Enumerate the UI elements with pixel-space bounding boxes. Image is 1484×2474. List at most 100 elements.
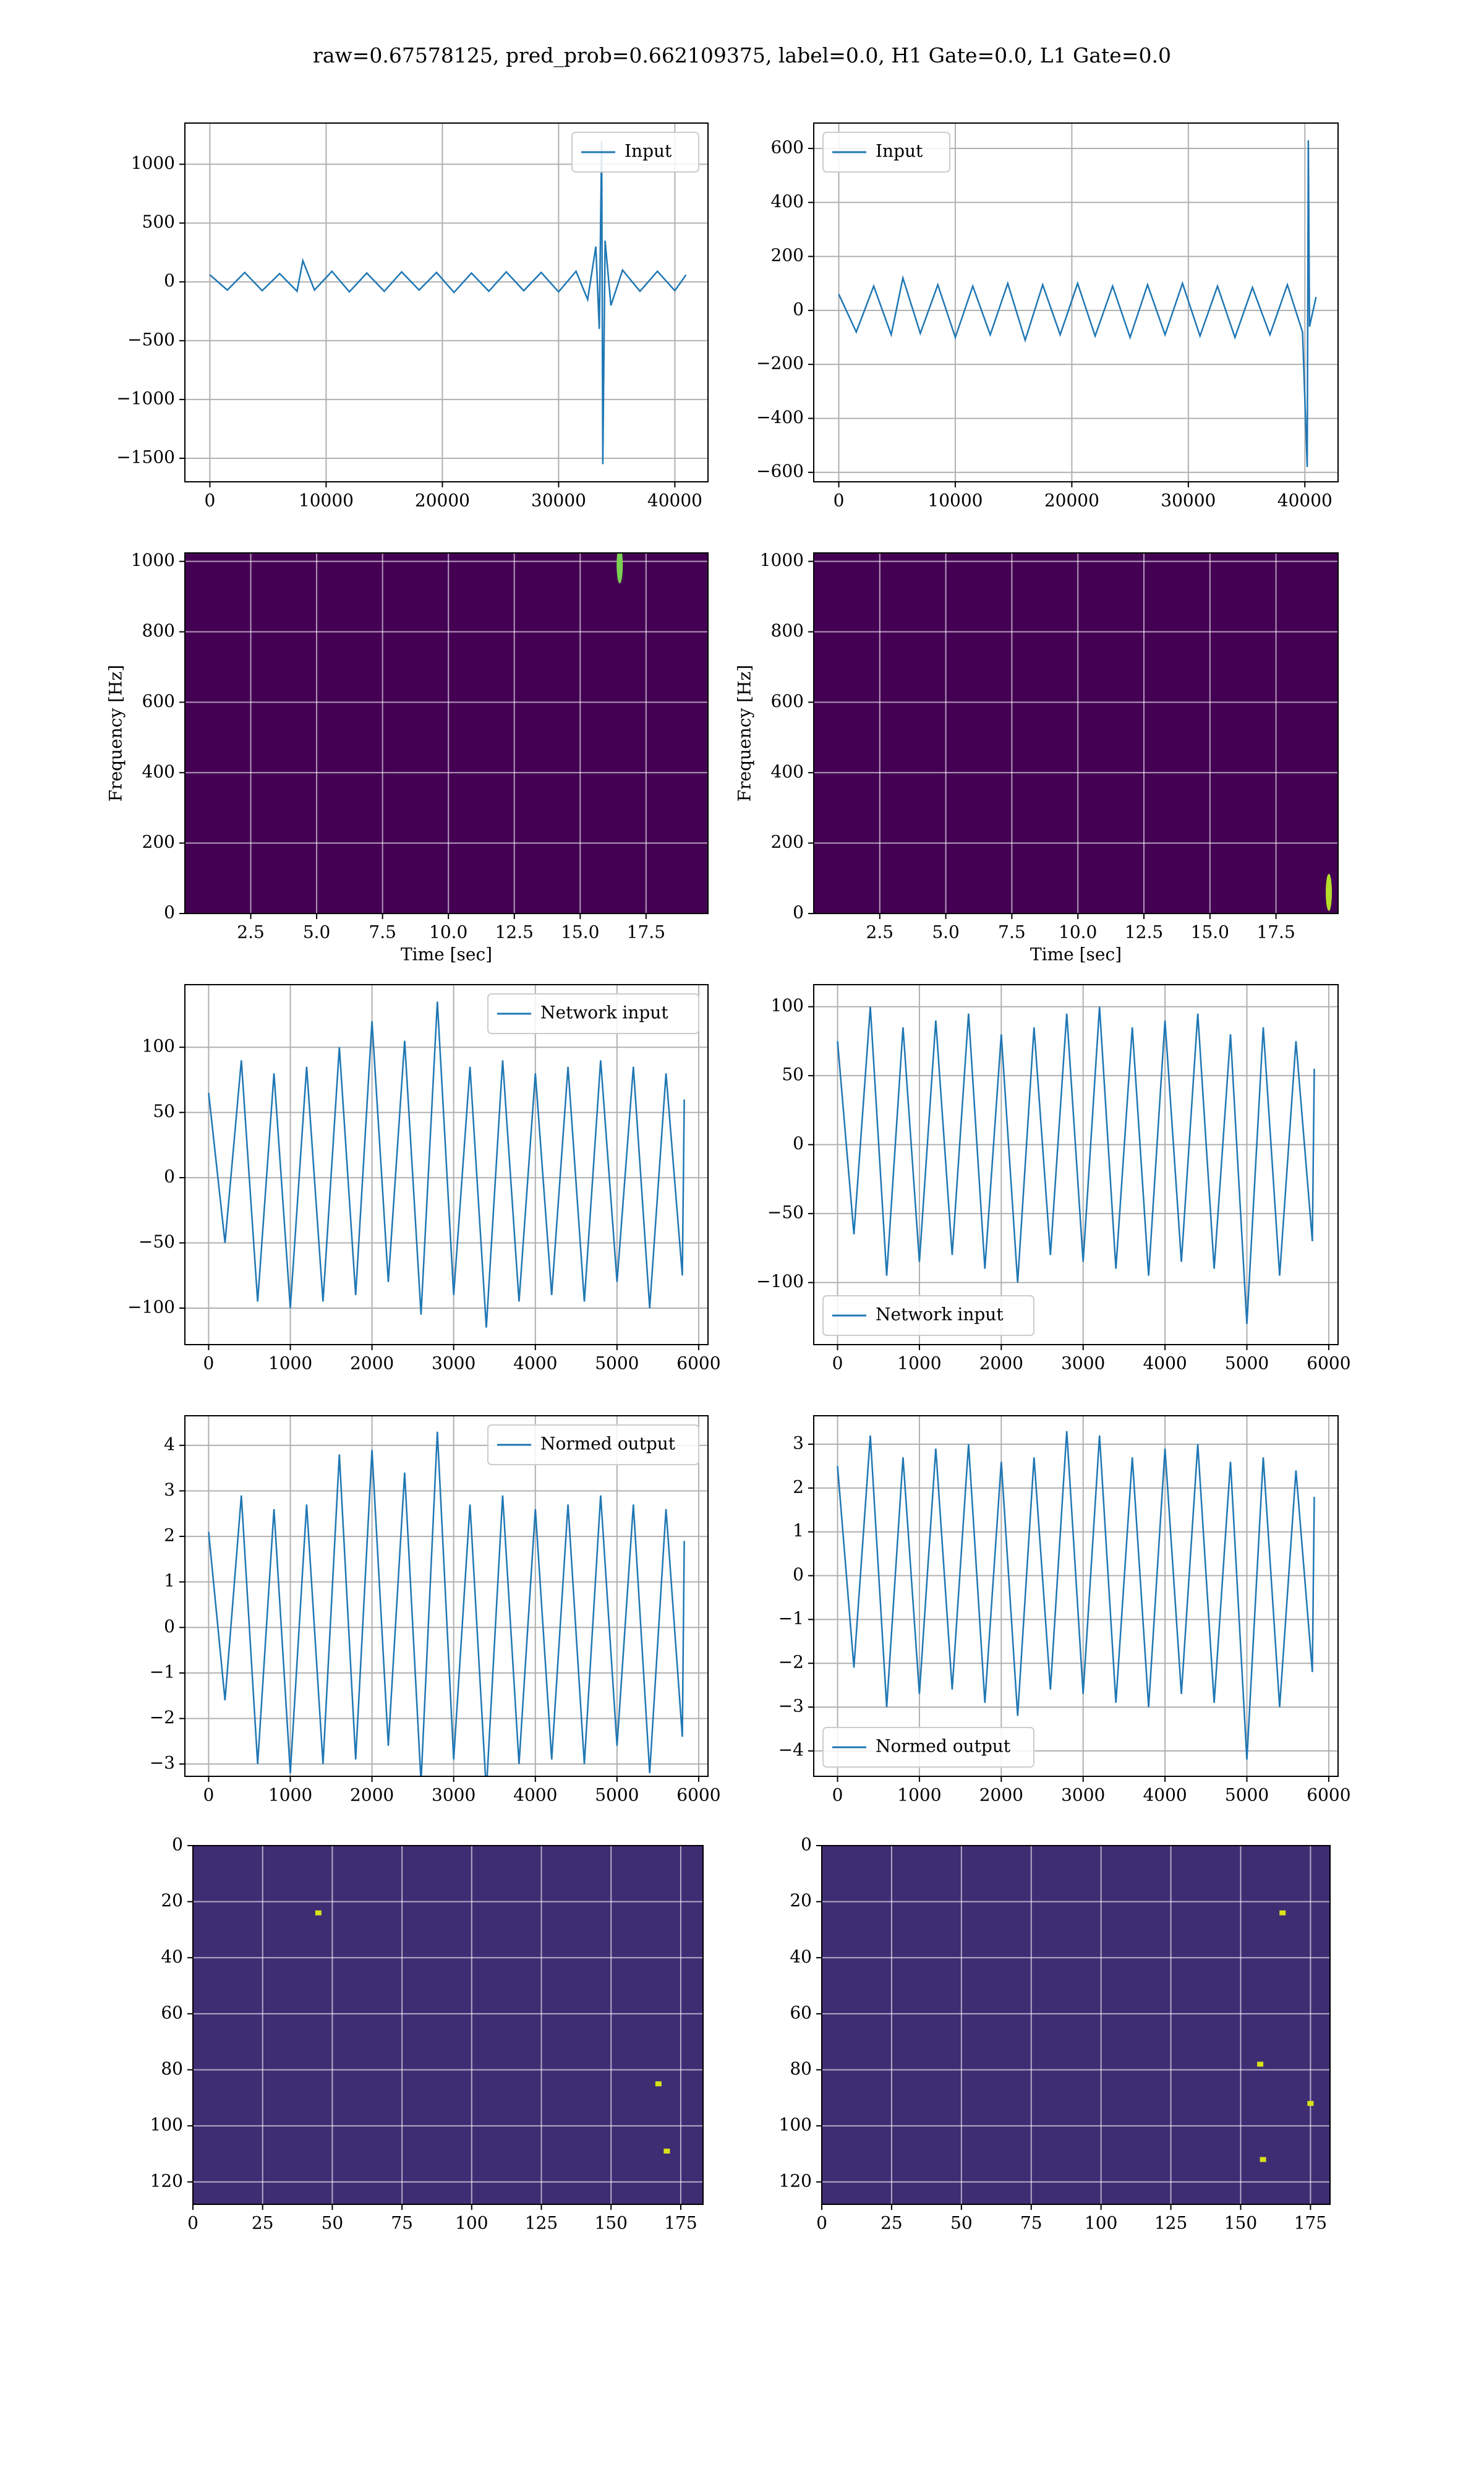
x-tick-label: 25 [252, 2213, 274, 2233]
x-tick-label: 5.0 [932, 922, 960, 943]
y-tick-label: −3 [778, 1696, 804, 1716]
subplot: 0 25 50 75 100 125 150 175 0 20 40 60 80 100 120 [779, 1834, 1331, 2233]
bright-spot [1257, 2061, 1264, 2067]
y-tick-label: 80 [790, 2058, 812, 2079]
y-tick-label: 100 [771, 995, 804, 1016]
bright-spot [616, 553, 623, 584]
y-tick-label: 0 [793, 902, 804, 923]
legend-box [822, 1727, 1034, 1768]
subplot: 0 1000 2000 3000 4000 5000 6000 −100 −50 0 50 100 Ne… [756, 984, 1351, 1374]
y-tick-label: −4 [778, 1739, 804, 1760]
x-tick-label: 75 [391, 2213, 413, 2233]
x-tick-label: 10.0 [1059, 922, 1097, 943]
bright-spot [1260, 2157, 1266, 2162]
y-tick-label: 600 [142, 691, 175, 711]
y-tick-label: 0 [164, 270, 175, 291]
axes-frame [184, 1415, 709, 1777]
y-tick-label: −1500 [116, 447, 175, 467]
x-tick-label: 40000 [647, 490, 702, 511]
y-tick-label: 600 [771, 137, 804, 158]
y-tick-label: 400 [771, 761, 804, 782]
bright-spot [1326, 873, 1333, 911]
x-tick-label: 1000 [897, 1353, 941, 1374]
x-tick-label: 4000 [1143, 1353, 1187, 1374]
y-tick-label: −500 [127, 329, 175, 349]
x-tick-label: 0 [816, 2213, 827, 2233]
y-tick-label: 200 [771, 832, 804, 852]
x-tick-label: 10000 [299, 490, 354, 511]
legend-label: Normed output [540, 1434, 676, 1454]
y-tick-label: 80 [161, 2058, 183, 2079]
y-tick-label: 2 [793, 1476, 804, 1497]
legend-label: Network input [876, 1304, 1004, 1325]
bright-spot [1307, 2100, 1314, 2106]
subplot: 0 1000 2000 3000 4000 5000 6000 −3 −2 −1 0 1 2 3 4 Norm… [150, 1415, 721, 1805]
x-axis-label: Time [sec] [1030, 944, 1122, 965]
y-tick-label: −100 [756, 1271, 804, 1291]
subplot: 0 10000 20000 30000 40000 −1500 −1000 −500 0 500 1… [116, 122, 709, 511]
x-tick-label: 50 [322, 2213, 344, 2233]
y-tick-label: −1000 [116, 388, 175, 408]
x-tick-label: 2000 [350, 1785, 394, 1805]
x-tick-label: 5.0 [303, 922, 331, 943]
y-tick-label: 60 [161, 2002, 183, 2022]
x-tick-label: 150 [595, 2213, 628, 2233]
legend-label: Normed output [876, 1736, 1011, 1757]
x-tick-label: 2.5 [237, 922, 265, 943]
x-tick-label: 0 [832, 1353, 843, 1374]
subplot: 0 1000 2000 3000 4000 5000 6000 −4 −3 −2 −1 0 1 2 3 Nor… [778, 1415, 1351, 1805]
axes-frame [813, 552, 1339, 914]
axes-frame [821, 1845, 1331, 2205]
y-tick-label: 1000 [131, 153, 175, 173]
y-tick-label: 50 [782, 1064, 804, 1085]
x-tick-label: 5000 [1225, 1785, 1269, 1805]
y-axis-label: Frequency [Hz] [106, 665, 126, 802]
x-tick-label: 1000 [897, 1785, 941, 1805]
y-tick-label: 0 [793, 1564, 804, 1585]
y-tick-label: 200 [142, 832, 175, 852]
y-tick-label: −2 [150, 1707, 175, 1727]
x-tick-label: 0 [203, 1353, 215, 1374]
x-tick-label: 2000 [979, 1785, 1023, 1805]
x-tick-label: 75 [1020, 2213, 1043, 2233]
series-line [837, 1006, 1315, 1324]
legend-box [822, 132, 950, 173]
y-tick-label: 600 [771, 691, 804, 711]
x-tick-label: 25 [881, 2213, 903, 2233]
y-tick-label: 0 [793, 299, 804, 319]
axes-frame [184, 122, 709, 482]
y-tick-label: −400 [756, 407, 804, 427]
image-background [185, 553, 708, 914]
axes-frame [813, 1415, 1339, 1777]
x-tick-label: 20000 [415, 490, 470, 511]
x-tick-label: 20000 [1044, 490, 1099, 511]
x-tick-label: 7.5 [998, 922, 1026, 943]
series-line [209, 140, 687, 464]
y-tick-label: 100 [150, 2115, 183, 2135]
subplot: 2.5 5.0 7.5 10.0 12.5 15.0 17.5 0 200 400 600 800 10… [735, 550, 1339, 965]
x-tick-label: 2.5 [866, 922, 894, 943]
legend-box [487, 993, 699, 1034]
x-tick-label: 1000 [268, 1785, 312, 1805]
x-tick-label: 4000 [513, 1353, 557, 1374]
y-tick-label: 200 [771, 245, 804, 265]
y-tick-label: 40 [161, 1946, 183, 1967]
x-tick-label: 0 [203, 1785, 215, 1805]
x-tick-label: 5000 [1225, 1353, 1269, 1374]
x-tick-label: 30000 [1161, 490, 1216, 511]
figure-title: raw=0.67578125, pred_prob=0.662109375, l… [313, 43, 1171, 68]
x-tick-label: 150 [1224, 2213, 1257, 2233]
x-tick-label: 4000 [513, 1785, 557, 1805]
image-background [193, 1846, 703, 2204]
y-tick-label: −600 [756, 461, 804, 481]
y-tick-label: 0 [172, 1834, 183, 1855]
x-tick-label: 30000 [531, 490, 586, 511]
x-tick-label: 3000 [1061, 1785, 1105, 1805]
series-line [208, 1001, 685, 1328]
y-tick-label: 3 [164, 1479, 175, 1500]
x-tick-label: 3000 [432, 1785, 475, 1805]
x-tick-label: 40000 [1277, 490, 1333, 511]
x-tick-label: 6000 [676, 1353, 720, 1374]
y-tick-label: 800 [142, 620, 175, 641]
y-tick-label: −1 [778, 1608, 804, 1629]
